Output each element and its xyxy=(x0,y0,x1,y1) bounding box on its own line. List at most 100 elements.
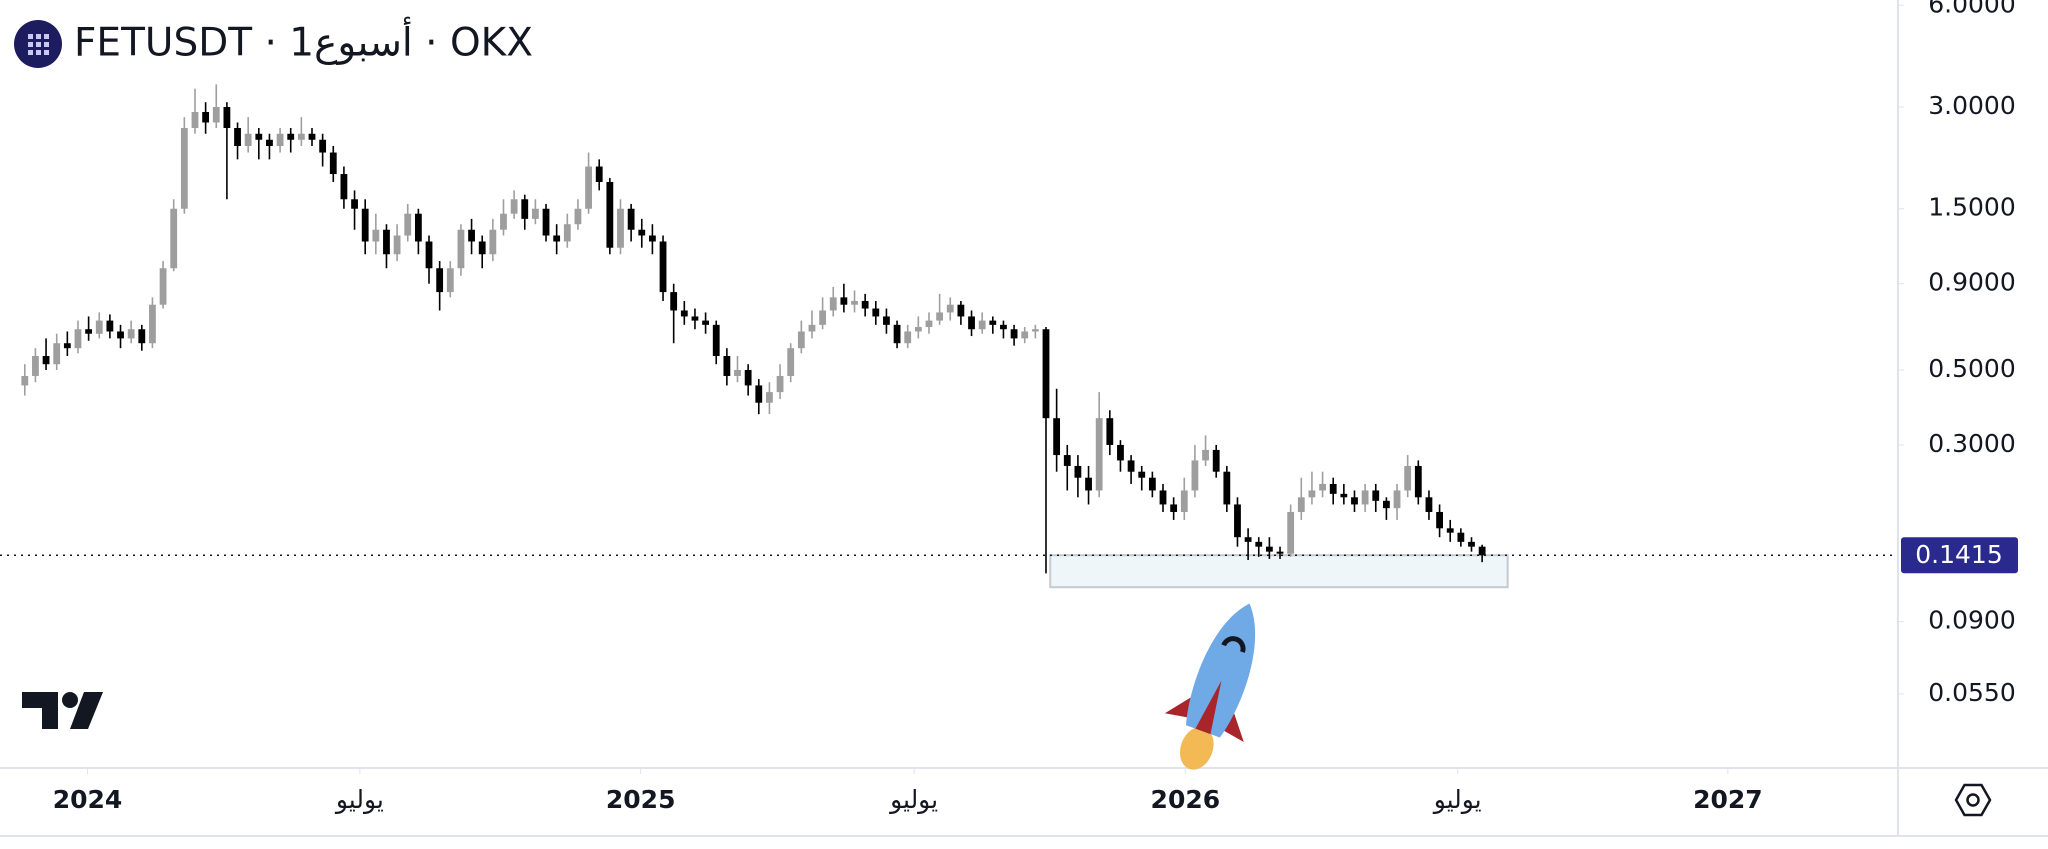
candle-body xyxy=(361,208,369,242)
candle-body xyxy=(861,300,869,309)
candle-body xyxy=(1319,483,1326,491)
candle-body xyxy=(1265,546,1273,552)
candle-body xyxy=(21,375,29,386)
candle-body xyxy=(1031,329,1039,332)
candle-body xyxy=(883,316,890,325)
y-tick-label: 6.0000 xyxy=(1928,0,2015,18)
candle-body xyxy=(1074,465,1082,478)
candle-body xyxy=(1393,490,1401,509)
candle-body xyxy=(936,312,944,321)
candle-body xyxy=(1021,331,1029,339)
tradingview-logo xyxy=(22,692,103,729)
candle-body xyxy=(1170,504,1178,512)
candle-body xyxy=(914,327,922,332)
candle-body xyxy=(648,235,656,242)
candle-body xyxy=(787,348,795,376)
candle-body xyxy=(1212,449,1220,472)
candle-body xyxy=(702,320,709,325)
x-tick-label: يوليو xyxy=(1432,785,1482,814)
candle-body xyxy=(414,213,422,242)
candle-body xyxy=(446,268,454,293)
candle-body xyxy=(840,297,848,305)
chart-title: FETUSDT · 1أسبوع · OKX xyxy=(74,17,533,66)
candle-body xyxy=(95,320,103,334)
candle-body xyxy=(521,199,529,219)
candle-body xyxy=(127,329,135,339)
candle-body xyxy=(1053,418,1061,456)
candle-body xyxy=(42,355,50,365)
x-tick-label: يوليو xyxy=(888,785,938,814)
settings-icon[interactable] xyxy=(1954,783,1992,817)
candle-body xyxy=(287,133,295,140)
candle-body xyxy=(180,128,188,209)
x-tick-label: يوليو xyxy=(334,785,384,814)
candle-body xyxy=(457,229,465,269)
candle-body xyxy=(383,229,390,255)
candle-body xyxy=(1436,511,1443,529)
candle-body xyxy=(755,385,763,403)
candle-body xyxy=(1148,477,1156,491)
candle-body xyxy=(1446,528,1454,533)
candle-body xyxy=(489,229,497,255)
candle-body xyxy=(329,152,337,175)
candle-body xyxy=(808,324,816,332)
candle-body xyxy=(159,268,167,305)
candle-body xyxy=(404,213,412,236)
candle-body xyxy=(1085,477,1092,491)
candle-body xyxy=(1138,471,1146,478)
candle-body xyxy=(1351,497,1358,505)
candle-body xyxy=(585,166,592,209)
candle-body xyxy=(223,107,231,129)
candle-body xyxy=(1478,546,1486,556)
candle-body xyxy=(978,320,986,330)
candle-body xyxy=(691,316,699,321)
candle-body xyxy=(1010,329,1018,339)
candle-body xyxy=(617,208,624,248)
candle-body xyxy=(266,139,273,147)
candle-body xyxy=(851,300,858,305)
candle-body xyxy=(319,139,327,153)
candle-body xyxy=(1095,418,1103,491)
candle-body xyxy=(53,343,61,365)
candle-body xyxy=(670,292,678,311)
candle-body xyxy=(1382,500,1390,509)
candle-body xyxy=(946,304,954,313)
candle-body xyxy=(829,297,837,311)
candle-body xyxy=(74,329,82,349)
candle-body xyxy=(1180,490,1188,512)
x-tick-label: 2026 xyxy=(1151,785,1221,814)
candle-body xyxy=(734,369,741,376)
candle-body xyxy=(542,208,550,236)
price-zone xyxy=(1049,554,1509,589)
candle-body xyxy=(574,208,582,225)
candle-body xyxy=(340,174,348,200)
candle-body xyxy=(1276,551,1284,554)
candle-body xyxy=(531,208,539,219)
candle-body xyxy=(170,208,178,269)
x-tick-label: 2027 xyxy=(1693,785,1763,814)
candle-body xyxy=(1255,541,1263,547)
candle-body xyxy=(989,320,997,325)
candle-body xyxy=(510,199,518,214)
candle-body xyxy=(1414,465,1422,498)
candle-body xyxy=(1191,460,1199,491)
candle-body xyxy=(1468,541,1475,547)
candle-body xyxy=(1404,465,1412,491)
candle-body xyxy=(712,324,720,356)
candle-body xyxy=(297,133,305,140)
candle-body xyxy=(872,308,880,317)
candle-body xyxy=(680,310,688,317)
candle-body xyxy=(766,392,773,403)
symbol-icon xyxy=(14,20,62,68)
candle-body xyxy=(744,369,752,386)
candle-body xyxy=(234,128,241,147)
candle-body xyxy=(468,229,475,242)
x-tick-label: 2024 xyxy=(53,785,123,814)
candle-body xyxy=(85,329,93,334)
candle-body xyxy=(393,235,401,255)
candle-body xyxy=(500,213,507,230)
y-tick-label: 0.9000 xyxy=(1928,268,2015,297)
y-tick-label: 3.0000 xyxy=(1928,91,2015,120)
